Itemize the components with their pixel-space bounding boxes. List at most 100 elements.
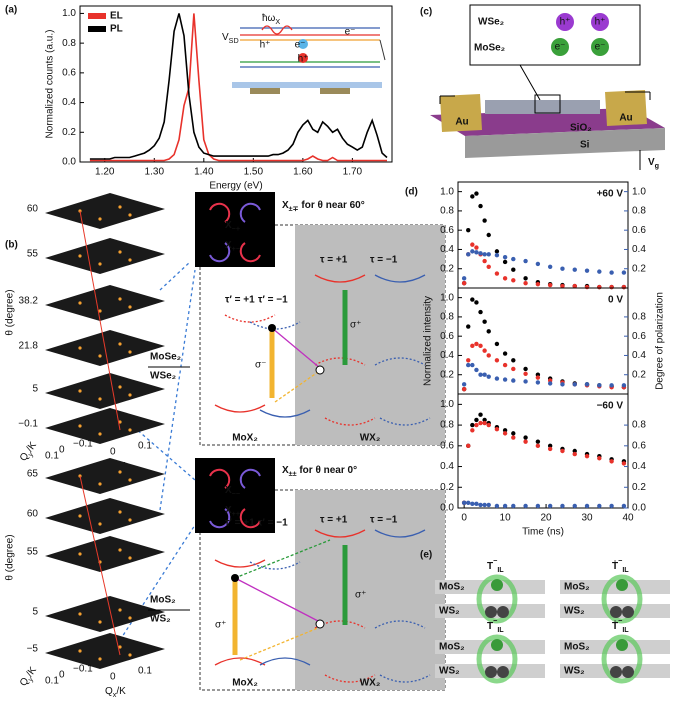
layer-angle: 21.8	[19, 341, 39, 352]
data-point	[535, 375, 541, 380]
data-point	[478, 251, 483, 256]
carrier: h⁺	[595, 17, 606, 28]
peak	[128, 350, 132, 354]
x-tick-label: 1.30	[145, 167, 165, 178]
data-point	[482, 258, 487, 264]
y-tick-label: 0.8	[440, 312, 454, 323]
inset-exciton-part: X	[225, 240, 232, 251]
y-tick-label: 0.6	[440, 225, 454, 236]
hole	[622, 666, 634, 678]
peak	[78, 612, 82, 616]
exciton-state-part: IL	[497, 625, 504, 634]
legend-swatch	[88, 26, 106, 32]
peak	[128, 653, 132, 657]
layer-angle: 5	[32, 607, 38, 618]
peak	[98, 397, 102, 401]
data-point	[494, 427, 500, 432]
data-point	[494, 249, 500, 254]
data-point	[478, 420, 483, 426]
data-point	[535, 380, 541, 385]
data-point	[511, 435, 516, 440]
layer-name: MoX₂	[232, 433, 258, 444]
data-point	[474, 250, 479, 255]
exciton-state-part: IL	[497, 565, 504, 574]
data-point	[482, 420, 487, 426]
data-point	[466, 252, 471, 257]
data-point	[584, 268, 590, 273]
inset-label-part: SD	[229, 36, 239, 45]
hole	[622, 606, 634, 618]
data-point	[486, 329, 491, 334]
data-point	[511, 358, 516, 363]
data-point	[535, 261, 541, 267]
contact-label: Au	[619, 113, 632, 124]
peak	[128, 518, 132, 522]
data-point	[470, 428, 475, 433]
data-point	[470, 249, 475, 254]
peak	[118, 205, 122, 209]
data-point	[502, 431, 508, 436]
data-point	[547, 381, 553, 386]
inset-exciton-part: −−	[232, 489, 240, 498]
data-point	[494, 503, 500, 509]
peak	[118, 645, 122, 649]
layer-name: WSe₂	[150, 371, 176, 382]
layer-name: MoS₂	[150, 595, 176, 606]
peak	[98, 432, 102, 436]
peak	[128, 428, 132, 432]
peak	[128, 305, 132, 309]
axis-label-part: Q	[105, 686, 113, 697]
data-point	[572, 283, 577, 289]
data-point	[609, 383, 614, 388]
spin-label: τ = +1	[320, 255, 348, 266]
diagram-title-part: X	[282, 200, 289, 211]
data-point	[560, 266, 565, 271]
exciton-state: T−IL	[487, 556, 504, 574]
data-point	[486, 252, 491, 257]
peak	[98, 217, 102, 221]
data-point	[511, 278, 516, 283]
data-point	[523, 503, 528, 509]
exciton-glow	[476, 634, 518, 684]
x-axis-label: Time (ns)	[522, 527, 564, 538]
data-point	[523, 371, 528, 376]
y-tick-label: 0.6	[440, 440, 454, 451]
lattice-line	[79, 210, 121, 431]
layer-angle: −0.1	[18, 419, 38, 430]
data-point	[523, 258, 528, 264]
data-point	[523, 280, 528, 286]
y-axis-label: Normalized counts (a.u.)	[45, 30, 56, 139]
data-point	[474, 300, 479, 305]
y2-tick-label: 0.8	[632, 206, 646, 217]
data-point	[486, 502, 491, 508]
y2-tick-label: 0.8	[632, 312, 646, 323]
y-axis-label: Normalized intensity	[423, 296, 434, 386]
data-point	[502, 259, 508, 265]
data-point	[470, 343, 475, 349]
hole	[485, 606, 497, 618]
y2-tick-label: 0.4	[632, 461, 646, 472]
data-point	[470, 242, 475, 247]
peak	[78, 649, 82, 653]
data-point	[461, 382, 467, 387]
data-point	[597, 383, 602, 388]
y-tick-label: 0.4	[440, 244, 454, 255]
data-point	[523, 276, 528, 281]
data-point	[494, 341, 500, 347]
data-point	[511, 378, 516, 383]
data-point	[502, 351, 508, 356]
y-tick-label: 0.6	[440, 331, 454, 342]
inset-exciton-part: X	[225, 505, 232, 516]
carrier: h⁺	[298, 54, 309, 65]
data-point	[466, 362, 471, 368]
data-point	[482, 372, 487, 377]
y2-tick-label: 0.4	[632, 244, 646, 255]
data-point	[482, 348, 487, 353]
y-tick-label: 0.2	[440, 263, 454, 274]
peak	[98, 657, 102, 661]
tick-label: 0.1	[45, 451, 59, 462]
x-tick-label: 40	[622, 513, 634, 524]
x-tick-label: 10	[500, 513, 512, 524]
gate-label-part: g	[655, 161, 659, 170]
data-point	[584, 503, 590, 509]
